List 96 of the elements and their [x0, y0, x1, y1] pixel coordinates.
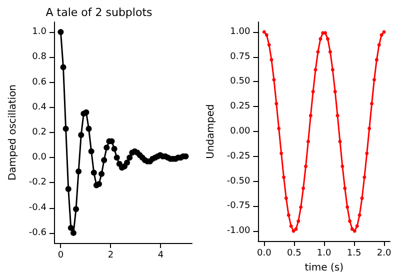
point: [372, 78, 376, 82]
point: [83, 109, 90, 116]
point: [380, 33, 384, 37]
point: [90, 170, 97, 176]
y-tick-label: 0.50: [230, 76, 250, 87]
point: [86, 126, 92, 132]
point: [377, 43, 381, 47]
y-tick-label: 0.6: [32, 77, 47, 88]
chart-title: A tale of 2 subplots: [46, 6, 153, 19]
point: [68, 224, 74, 231]
point: [124, 160, 130, 166]
point: [302, 186, 306, 190]
point: [267, 43, 271, 47]
point: [289, 224, 293, 228]
point: [348, 219, 352, 223]
point: [360, 196, 364, 200]
point: [272, 78, 276, 82]
y-tick-label: 0.0: [32, 152, 47, 163]
point: [316, 50, 320, 54]
point: [286, 213, 290, 217]
point: [299, 205, 303, 209]
point: [114, 154, 120, 161]
point: [355, 224, 359, 228]
point: [282, 176, 286, 180]
point: [374, 58, 378, 62]
y-tick-label: -0.2: [28, 178, 46, 188]
point: [277, 126, 281, 130]
x-axis-title: time (s): [304, 262, 344, 274]
point: [326, 37, 330, 41]
point: [274, 102, 278, 106]
point: [318, 37, 322, 41]
y-tick-label: 0.4: [32, 102, 47, 112]
point: [304, 164, 308, 168]
x-tick-label: 0.5: [286, 248, 302, 258]
y-tick-label: -1.00: [226, 226, 250, 236]
x-tick-label: 0: [58, 250, 64, 260]
point: [262, 30, 266, 34]
y-tick-label: 0.75: [230, 52, 250, 62]
point: [78, 132, 84, 138]
point: [76, 168, 82, 174]
point: [270, 58, 274, 62]
point: [58, 29, 64, 36]
point: [308, 114, 312, 118]
point: [368, 126, 372, 130]
point: [314, 68, 318, 72]
y-tick-label: 0.25: [230, 102, 250, 112]
y-tick-label: 0.2: [32, 128, 46, 138]
point: [62, 126, 69, 132]
point: [365, 152, 369, 156]
x-tick-label: 1.5: [346, 248, 362, 258]
y-tick-label: -0.6: [28, 228, 47, 238]
point: [70, 230, 76, 236]
point: [370, 102, 374, 106]
point: [340, 164, 344, 168]
point: [280, 152, 284, 156]
point: [111, 146, 118, 152]
point: [330, 68, 334, 72]
y-tick-label: -0.75: [226, 201, 250, 212]
x-tick-label: 2.0: [376, 248, 392, 258]
point: [296, 219, 300, 223]
point: [101, 157, 108, 164]
x-tick-label: 2: [108, 250, 114, 260]
y-tick-label: -0.4: [28, 202, 47, 213]
point: [362, 176, 366, 180]
point: [65, 186, 72, 192]
point: [333, 90, 337, 94]
line-series: [262, 30, 386, 233]
point: [284, 196, 288, 200]
point: [352, 229, 356, 233]
y-axis-title: Undamped: [206, 104, 216, 159]
y-tick-label: 0.8: [32, 52, 47, 62]
point: [306, 140, 310, 144]
point: [126, 154, 133, 161]
point: [73, 206, 80, 212]
y-tick-label: 0.00: [230, 126, 250, 136]
point: [88, 148, 94, 154]
point: [324, 31, 328, 35]
point: [358, 213, 362, 217]
x-tick-label: 0.0: [257, 248, 272, 258]
x-tick-label: 4: [158, 250, 164, 260]
point: [346, 205, 350, 209]
point: [60, 64, 66, 70]
y-tick-label: 1.00: [230, 26, 250, 37]
y-tick-label: -0.50: [226, 176, 250, 186]
point: [264, 33, 268, 37]
point: [311, 90, 315, 94]
point: [343, 186, 347, 190]
point: [98, 170, 105, 177]
y-tick-label: -0.25: [226, 151, 250, 162]
y-axis-title: Damped oscillation: [8, 84, 18, 181]
x-tick-label: 1.0: [316, 248, 332, 258]
point: [96, 180, 102, 187]
point: [104, 144, 110, 151]
y-tick-label: 1.0: [32, 27, 47, 38]
point: [350, 227, 354, 231]
point: [328, 50, 332, 54]
